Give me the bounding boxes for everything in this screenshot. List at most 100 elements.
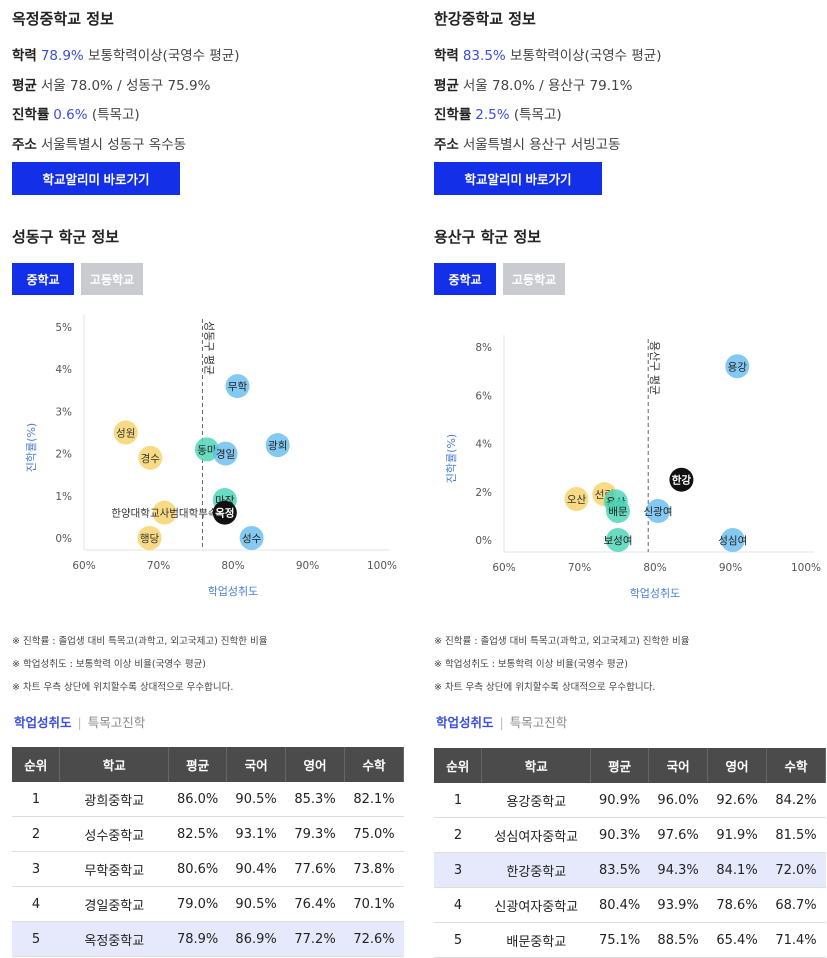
chart-notes: ※ 진학률 : 졸업생 대비 특목고(과학고, 외고국제고) 진학한 비율 ※ …	[434, 630, 690, 699]
table-cell: 배문중학교	[481, 922, 591, 958]
table-cell: 65.4%	[707, 922, 767, 958]
x-axis-label: 학업성취도	[208, 585, 259, 598]
ranking-table: 순위 학교 평균 국어 영어 수학 1 광희중학교 86.0% 90.5% 85.3% 82.1% 2 성…	[12, 747, 404, 957]
info-row-achievement: 학력 78.9% 보통학력이상(국영수 평균)	[12, 48, 240, 64]
table-cell: 용강중학교	[481, 783, 591, 818]
data-point-label: 보성여	[604, 535, 633, 547]
tab-middle-school[interactable]: 중학교	[12, 263, 74, 295]
data-point-label: 성원	[116, 428, 135, 440]
info-row-address: 주소 서울특별시 용산구 서빙고동	[434, 137, 621, 153]
subtab-advancement[interactable]: 특목고진학	[509, 715, 568, 730]
table-cell: 78.6%	[707, 887, 767, 923]
scatter-chart: 0% 1% 2% 3% 4% 5% 60% 70% 80% 90% 100% 학업성취도 진학률(%) 성…	[25, 315, 397, 598]
table-header-cell: 수학	[766, 748, 826, 783]
table-row[interactable]: 1 용강중학교 90.9% 96.0% 92.6% 84.2%	[434, 783, 826, 818]
x-tick-label: 90%	[719, 562, 742, 574]
data-point	[606, 528, 631, 552]
y-tick-label: 4%	[55, 364, 72, 376]
x-axis-label: 학업성취도	[630, 587, 681, 600]
table-cell: 76.4%	[285, 886, 345, 922]
table-cell: 84.1%	[707, 852, 767, 888]
table-cell: 79.3%	[285, 816, 345, 852]
y-tick-label: 3%	[55, 406, 72, 418]
data-point-label: 오산	[567, 494, 587, 506]
scatter-chart: 0% 2% 4% 6% 8% 60% 70% 80% 90% 100% 학업성취도 진학률(%) 용산구…	[445, 335, 821, 600]
table-cell: 1	[434, 783, 482, 818]
table-cell: 80.4%	[590, 887, 649, 923]
table-row[interactable]: 3 한강중학교 83.5% 94.3% 84.1% 72.0%	[434, 852, 826, 888]
table-cell: 3	[434, 852, 482, 888]
table-row[interactable]: 4 경일중학교 79.0% 90.5% 76.4% 70.1%	[12, 886, 404, 922]
table-cell: 96.0%	[648, 783, 708, 818]
table-cell: 86.9%	[226, 921, 286, 957]
table-cell: 4	[12, 886, 60, 922]
table-cell: 옥정중학교	[59, 921, 169, 957]
school-alimi-button[interactable]: 학교알리미 바로가기	[434, 162, 602, 195]
info-row-average: 평균 서울 78.0% / 용산구 79.1%	[434, 78, 633, 94]
x-tick-label: 100%	[367, 560, 397, 572]
y-axis-label: 진학률(%)	[25, 423, 38, 472]
table-cell: 92.6%	[707, 783, 767, 818]
subtab-divider: |	[77, 715, 82, 730]
table-cell: 경일중학교	[59, 886, 169, 922]
data-point	[212, 500, 237, 525]
data-point-label: 동마	[197, 444, 217, 456]
data-point	[720, 528, 745, 552]
data-point	[138, 445, 163, 470]
table-cell: 성심여자중학교	[481, 817, 591, 853]
data-point	[265, 433, 290, 458]
table-row[interactable]: 4 신광여자중학교 80.4% 93.9% 78.6% 68.7%	[434, 887, 826, 923]
table-cell: 90.4%	[226, 851, 286, 887]
data-point-label: 무학	[228, 381, 248, 393]
table-cell: 90.5%	[226, 886, 286, 922]
data-point-label: 한양대학교사범대학부속	[111, 508, 218, 520]
table-row[interactable]: 3 무학중학교 80.6% 90.4% 77.6% 73.8%	[12, 851, 404, 887]
table-cell: 80.6%	[168, 851, 227, 887]
data-point	[194, 437, 219, 462]
table-cell: 90.3%	[590, 817, 649, 853]
table-header-cell: 학교	[481, 748, 592, 783]
data-point-label: 용강	[728, 361, 748, 373]
tab-middle-school[interactable]: 중학교	[434, 263, 496, 295]
table-cell: 75.0%	[344, 816, 404, 852]
y-tick-label: 6%	[475, 390, 492, 402]
subtab-achievement[interactable]: 학업성취도	[14, 715, 72, 730]
data-point-label: 경수	[141, 452, 161, 465]
table-row[interactable]: 5 옥정중학교 78.9% 86.9% 77.2% 72.6%	[12, 921, 404, 957]
table-cell: 75.1%	[590, 922, 649, 958]
table-header-cell: 순위	[12, 747, 61, 782]
y-tick-label: 8%	[475, 342, 492, 354]
table-cell: 84.2%	[766, 783, 826, 818]
data-point	[606, 499, 631, 524]
table-cell: 77.2%	[285, 921, 345, 957]
table-row[interactable]: 2 성수중학교 82.5% 93.1% 79.3% 75.0%	[12, 816, 404, 852]
tab-high-school[interactable]: 고등학교	[81, 263, 143, 295]
table-header-cell: 수학	[344, 747, 404, 782]
info-row-achievement: 학력 83.5% 보통학력이상(국영수 평균)	[434, 48, 662, 64]
data-point-label: 배문	[608, 506, 628, 518]
subtab-advancement[interactable]: 특목고진학	[87, 715, 146, 730]
table-cell: 성수중학교	[59, 816, 169, 852]
data-point-label: 성심여	[718, 535, 747, 547]
table-row[interactable]: 1 광희중학교 86.0% 90.5% 85.3% 82.1%	[12, 782, 404, 817]
note-line: ※ 진학률 : 졸업생 대비 특목고(과학고, 외고국제고) 진학한 비율	[12, 636, 268, 647]
note-line: ※ 진학률 : 졸업생 대비 특목고(과학고, 외고국제고) 진학한 비율	[434, 636, 690, 647]
y-tick-label: 1%	[55, 491, 72, 503]
table-cell: 2	[434, 817, 482, 853]
table-cell: 71.4%	[766, 922, 826, 958]
table-cell: 광희중학교	[59, 782, 169, 817]
school-info-title: 한강중학교 정보	[434, 10, 536, 28]
table-cell: 90.5%	[226, 782, 286, 817]
table-row[interactable]: 2 성심여자중학교 90.3% 97.6% 91.9% 81.5%	[434, 817, 826, 853]
subtab-achievement[interactable]: 학업성취도	[436, 715, 494, 730]
table-cell: 3	[12, 851, 60, 887]
table-row[interactable]: 5 배문중학교 75.1% 88.5% 65.4% 71.4%	[434, 922, 826, 958]
table-cell: 68.7%	[766, 887, 826, 923]
tab-high-school[interactable]: 고등학교	[503, 263, 565, 295]
y-axis-label: 진학률(%)	[445, 434, 458, 483]
data-point	[239, 526, 264, 550]
school-alimi-button[interactable]: 학교알리미 바로가기	[12, 162, 180, 195]
table-cell: 70.1%	[344, 886, 404, 922]
data-point	[646, 499, 671, 524]
table-subtabs: 학업성취도 | 특목고진학	[14, 712, 145, 731]
